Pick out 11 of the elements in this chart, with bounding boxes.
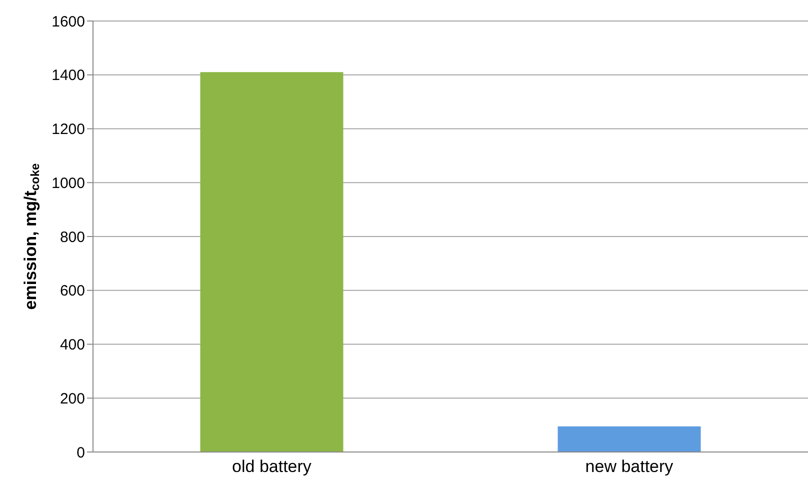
y-tick-label: 1400 xyxy=(52,67,85,84)
y-tick-label: 200 xyxy=(60,390,85,408)
y-tick-label: 1000 xyxy=(52,174,85,192)
y-tick-label: 600 xyxy=(60,282,85,300)
y-tick-label: 800 xyxy=(60,228,85,246)
y-tick-label: 0 xyxy=(76,444,85,462)
x-tick-label: new battery xyxy=(585,457,674,476)
y-tick-label: 1600 xyxy=(52,13,85,30)
y-tick-label: 1200 xyxy=(52,121,85,138)
x-tick-label: old battery xyxy=(232,457,312,476)
y-tick-label: 400 xyxy=(60,336,85,354)
